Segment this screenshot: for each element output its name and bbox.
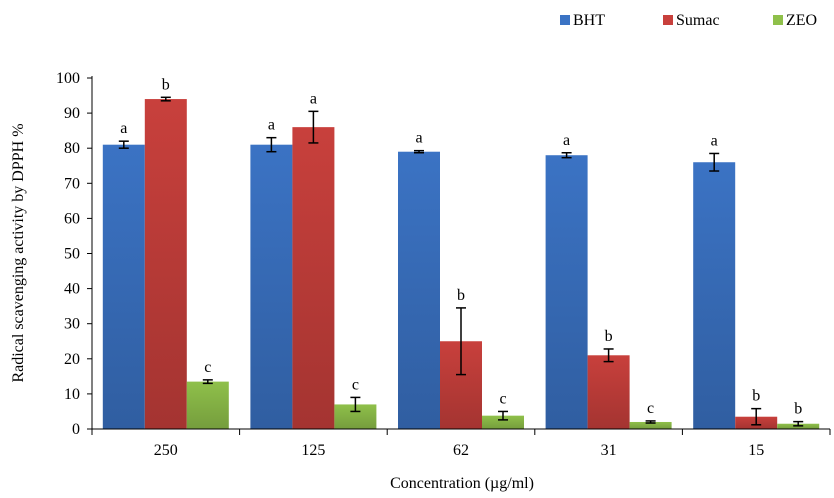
x-axis-title: Concentration (µg/ml) <box>390 475 534 492</box>
y-tick-label: 20 <box>64 351 80 368</box>
bar-sumac-250 <box>144 99 187 429</box>
x-tick-label: 125 <box>301 442 325 459</box>
significance-label: a <box>120 120 127 137</box>
x-tick-label: 250 <box>154 442 178 459</box>
significance-label: a <box>415 130 422 147</box>
significance-label: b <box>457 287 465 304</box>
bars: a b c a a c a b c a b c a b b <box>102 76 820 430</box>
legend: BHT Sumac ZEO <box>560 12 817 29</box>
legend-swatch-bht <box>560 15 570 25</box>
legend-label-bht: BHT <box>573 12 605 29</box>
y-tick-label: 60 <box>64 210 80 227</box>
bar-bht-15 <box>693 162 736 430</box>
significance-label: a <box>268 117 275 134</box>
significance-label: c <box>647 400 654 417</box>
legend-swatch-zeo <box>773 15 783 25</box>
bar-zeo-31 <box>629 421 672 429</box>
x-tick-label: 62 <box>453 442 469 459</box>
significance-label: c <box>352 376 359 393</box>
bar-bht-31 <box>545 155 588 429</box>
significance-label: b <box>162 76 170 93</box>
x-tick-label: 15 <box>748 442 764 459</box>
y-tick-label: 90 <box>64 105 80 122</box>
x-axis: 250 125 62 31 15 <box>91 428 831 459</box>
bar-zeo-250 <box>186 381 229 429</box>
y-axis-title: Radical scavenging activity by DPPH % <box>10 123 27 382</box>
y-tick-label: 40 <box>64 281 80 298</box>
significance-label: a <box>563 132 570 149</box>
legend-label-sumac: Sumac <box>676 12 720 29</box>
x-tick-label: 31 <box>601 442 617 459</box>
y-tick-label: 50 <box>64 246 80 263</box>
bar-sumac-125 <box>292 127 335 429</box>
y-tick-label: 30 <box>64 316 80 333</box>
significance-label: a <box>711 132 718 149</box>
bar-bht-125 <box>250 144 293 429</box>
y-tick-label: 100 <box>56 70 80 87</box>
bar-zeo-62 <box>482 415 524 429</box>
bar-bht-62 <box>398 151 440 429</box>
significance-label: a <box>310 90 317 107</box>
significance-label: b <box>605 328 613 345</box>
y-tick-label: 80 <box>64 140 80 157</box>
significance-label: c <box>204 359 211 376</box>
bar-sumac-31 <box>587 355 630 429</box>
significance-label: c <box>499 390 506 407</box>
y-tick-label: 70 <box>64 175 80 192</box>
y-axis: 0 10 20 30 40 50 60 70 80 90 100 <box>56 70 93 438</box>
legend-label-zeo: ZEO <box>786 12 817 29</box>
significance-label: b <box>794 401 802 418</box>
significance-label: b <box>752 388 760 405</box>
bar-bht-250 <box>102 144 145 429</box>
y-tick-label: 10 <box>64 386 80 403</box>
legend-swatch-sumac <box>663 15 673 25</box>
y-tick-label: 0 <box>72 421 80 438</box>
